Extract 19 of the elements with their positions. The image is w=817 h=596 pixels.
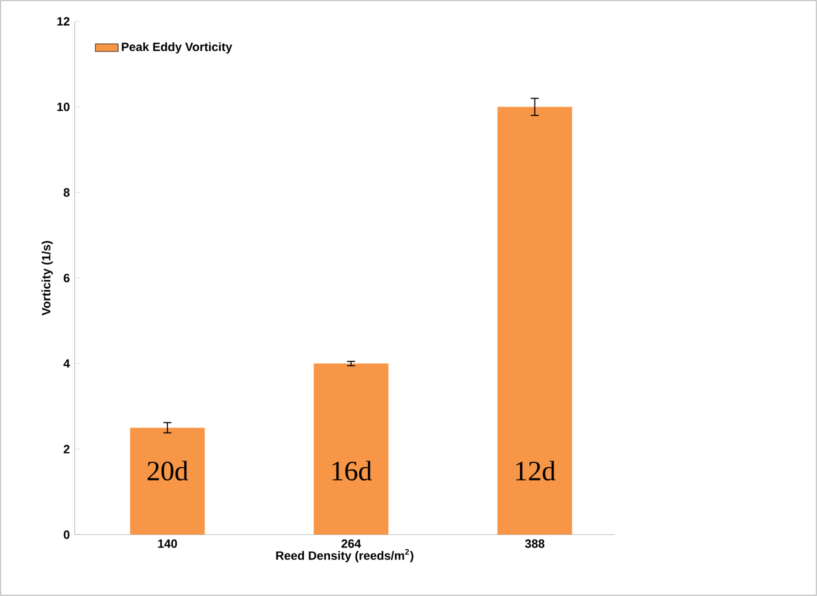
bar [130,428,205,535]
y-axis-title: Vorticity (1/s) [42,241,53,316]
bar [497,106,572,535]
bar [314,364,388,535]
legend-label: Peak Eddy Vorticity [122,42,232,54]
y-tick-label: 12 [57,17,70,26]
x-tick-label: 140 [158,539,177,548]
annotation: 12d [516,460,556,481]
y-tick-label: 6 [64,274,70,282]
y-tick-label: 8 [64,188,70,197]
x-axis-title: Reed Density (reeds/m$^{2}$) [276,549,414,562]
y-tick-label: 2 [64,444,70,454]
annotation: 16d [332,460,372,481]
x-tick-label: 388 [525,539,544,548]
x-tick-label: 264 [342,539,362,548]
y-tick-label: 10 [57,102,70,112]
annotation: 20d [148,460,188,481]
y-tick-label: 4 [63,359,70,368]
y-tick-label: 0 [64,530,70,539]
